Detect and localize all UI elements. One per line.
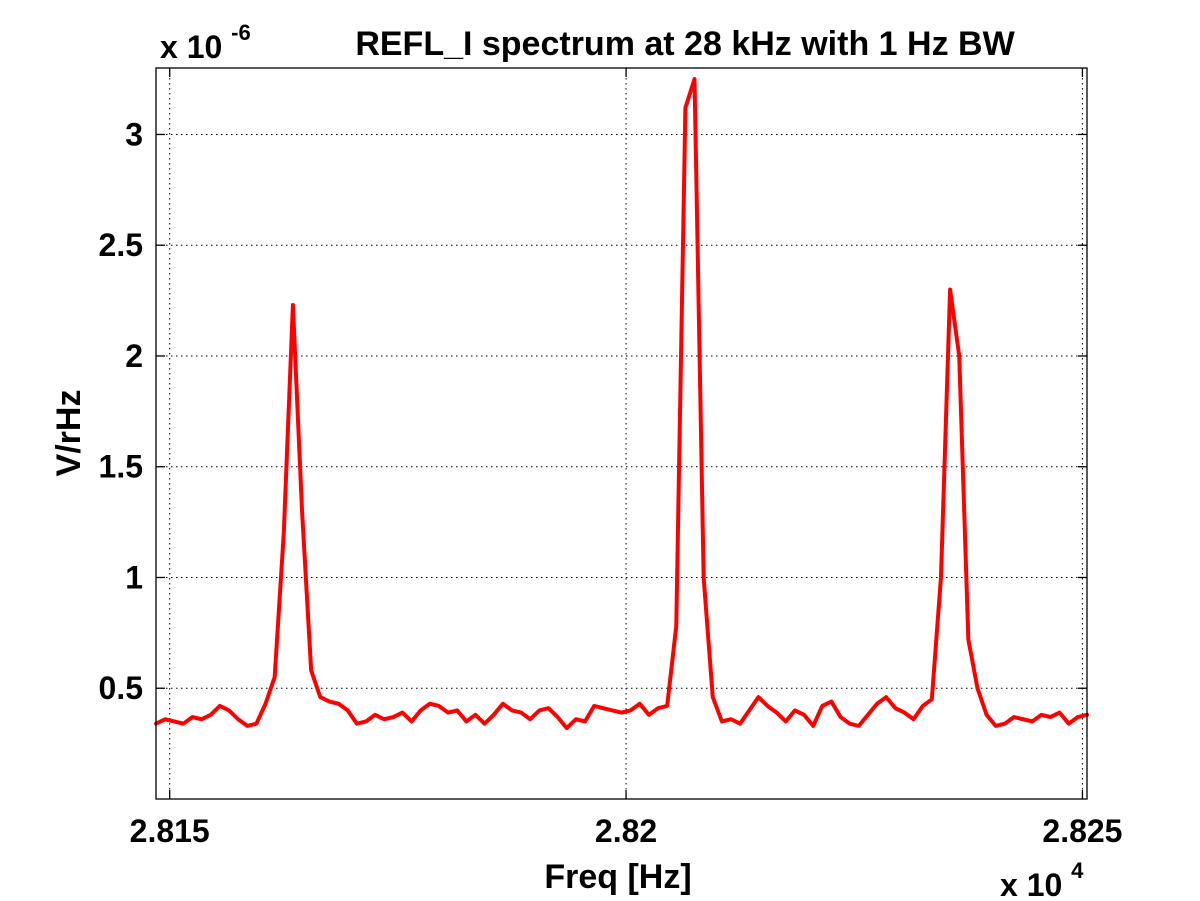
x-axis-label: Freq [Hz]	[544, 858, 691, 896]
x-multiplier-exponent: 4	[1071, 858, 1084, 883]
x-axis-multiplier: x 10 4	[1000, 858, 1084, 901]
y-multiplier-base: x 10	[160, 29, 222, 65]
y-tick-label: 3	[125, 116, 143, 152]
grid-lines	[156, 68, 1087, 799]
tick-marks	[156, 68, 1087, 799]
plot-frame	[155, 67, 1088, 800]
y-tick-label: 2	[125, 338, 143, 374]
spectrum-line	[154, 77, 1089, 731]
tick-labels: 2.815 2.82 2.825 0.5 1 1.5 2 2.5 3	[99, 116, 1123, 849]
y-axis-label: V/rHz	[50, 390, 88, 477]
y-axis-multiplier: x 10 -6	[160, 20, 251, 65]
y-tick-label: 2.5	[99, 227, 143, 263]
x-tick-label: 2.815	[130, 813, 210, 849]
y-multiplier-exponent: -6	[231, 20, 251, 45]
x-multiplier-base: x 10	[1000, 867, 1062, 901]
x-tick-label: 2.82	[595, 813, 657, 849]
x-tick-label: 2.825	[1042, 813, 1122, 849]
y-tick-label: 0.5	[99, 670, 143, 706]
series-group	[154, 77, 1089, 731]
y-tick-label: 1	[125, 559, 143, 595]
y-tick-label: 1.5	[99, 449, 143, 485]
chart-title: REFL_I spectrum at 28 kHz with 1 Hz BW	[355, 25, 1015, 63]
